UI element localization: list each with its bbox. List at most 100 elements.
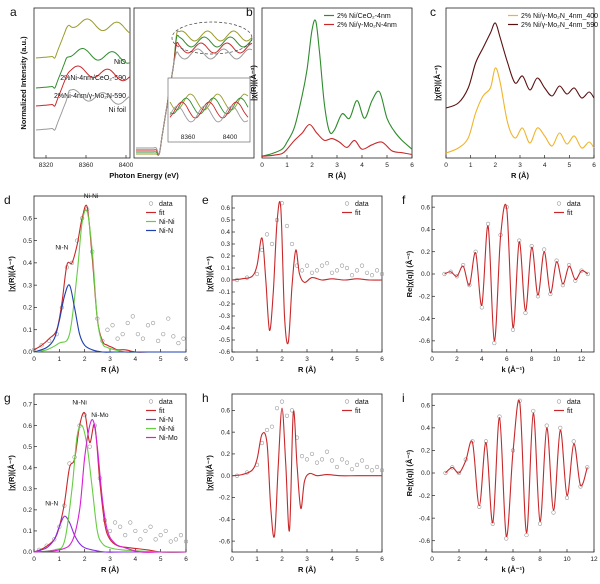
data-point: [309, 451, 315, 457]
legend-entry: 2% Ni/CeO₂-4nm: [337, 13, 391, 20]
data-point: [123, 533, 128, 538]
y-tick-label: 0.3: [23, 282, 32, 289]
legend-entry: fit: [355, 210, 361, 217]
series-line-ni-mo: [33, 419, 186, 553]
data-point: [319, 263, 325, 268]
data-point: [269, 424, 275, 429]
data-point: [450, 465, 455, 470]
x-tick-label: 5: [355, 556, 359, 563]
data-point: [349, 467, 355, 472]
y-tick-label: 0.4: [221, 229, 230, 236]
data-point: [74, 238, 80, 243]
y-tick-label: 0.4: [23, 465, 32, 472]
y-tick-label: -0.4: [219, 517, 231, 524]
x-tick-label: 6: [380, 356, 384, 363]
legend-entry: 2% Ni/γ-Mo₂N_4nm_400: [521, 13, 598, 20]
panel-label: b: [246, 5, 253, 19]
y-tick-label: 0.0: [23, 349, 32, 356]
y-tick-label: -0.4: [419, 316, 431, 323]
y-tick-label: 0.0: [421, 271, 430, 278]
data-point: [259, 440, 265, 446]
x-tick-label: 5: [355, 356, 359, 363]
series-line-2-ni-mo-n-4nm-400: [445, 67, 595, 154]
y-axis-label: |χ(R)|(Å⁻³): [249, 65, 258, 101]
panel-f-frame: [431, 195, 595, 353]
x-tick-label: 2: [280, 356, 284, 363]
peak-annotation: Ni-Ni: [84, 193, 98, 200]
y-tick-label: 0.6: [221, 205, 230, 212]
y-tick-label: -0.6: [219, 349, 231, 356]
series-line-2-ni-ceo-4nm: [261, 19, 413, 157]
y-tick-label: -0.4: [219, 325, 231, 332]
legend-marker: [344, 201, 350, 206]
data-point: [369, 273, 375, 278]
data-point: [299, 454, 305, 459]
x-tick-label: 4: [134, 556, 138, 563]
data-point: [344, 460, 350, 465]
y-tick-label: 0.6: [23, 423, 32, 430]
peak-annotation: Ni-Ni: [72, 400, 86, 407]
legend-entry: fit: [159, 408, 165, 415]
legend-entry: 2% Ni/γ-Mo₂N-4nm: [337, 22, 397, 29]
x-tick-label: 1: [255, 356, 259, 363]
series-line-fit: [231, 201, 383, 345]
data-point: [485, 221, 491, 226]
x-tick-label: 4: [134, 356, 138, 363]
y-axis-label: |χ(R)|(Å⁻³): [205, 256, 214, 292]
data-point: [492, 340, 497, 346]
data-point: [344, 265, 350, 271]
data-point: [148, 524, 153, 529]
data-point: [161, 332, 166, 337]
y-tick-label: 0.6: [221, 408, 230, 415]
data-point: [289, 408, 295, 413]
x-tick-label: 4: [543, 162, 547, 169]
x-tick-label: 3: [305, 556, 309, 563]
y-axis-label: |χ(R)|(Å⁻³): [7, 256, 16, 292]
data-point: [329, 458, 335, 463]
y-tick-label: 0.1: [23, 327, 32, 334]
data-point: [173, 537, 178, 542]
data-point: [181, 336, 186, 341]
series-line-2-ni-mo-n-4nm-590: [445, 22, 595, 109]
y-axis-label: Re|χ(q)| (Å⁻²): [405, 449, 414, 496]
data-point: [324, 261, 330, 266]
data-point: [274, 406, 280, 411]
x-tick-label: 6: [184, 356, 188, 363]
data-point: [523, 310, 528, 316]
data-point: [585, 271, 590, 277]
y-tick-label: 0.2: [221, 253, 230, 260]
data-point: [284, 413, 290, 418]
x-tick-label: 0: [444, 162, 448, 169]
data-point: [140, 336, 146, 341]
curve-label: 2%Ni-4nm/γ-Mo₂N-590: [54, 93, 126, 100]
data-point: [168, 539, 173, 544]
x-tick-label: 0: [32, 356, 36, 363]
series-line-fit: [444, 203, 589, 342]
legend-marker: [556, 399, 562, 404]
data-point: [143, 528, 148, 534]
x-tick-label: 5: [385, 162, 389, 169]
curve-label: Ni foil: [108, 107, 126, 114]
data-point: [349, 273, 355, 278]
x-tick-label: 10: [563, 556, 571, 563]
data-point: [324, 449, 330, 454]
panel-a-right-frame: [133, 7, 255, 159]
edge-curve: [135, 30, 253, 156]
x-tick-label: 0: [430, 356, 434, 363]
y-tick-label: -0.2: [219, 301, 231, 308]
legend-marker: [148, 201, 154, 206]
legend-entry: Ni-Ni: [159, 219, 175, 226]
panel-a-left-frame: [33, 7, 131, 159]
data-point: [524, 532, 529, 538]
curve-label: 2%Ni-4nm/CeO₂-590: [60, 75, 126, 82]
y-tick-label: 0.3: [221, 241, 230, 248]
data-point: [254, 271, 260, 277]
y-tick-label: -0.1: [219, 289, 231, 296]
data-point: [178, 533, 184, 538]
y-tick-label: 0.7: [23, 402, 32, 409]
xanes-curve: [35, 18, 131, 59]
legend-entry: 2% Ni/γ-Mo₂N_4nm_590: [521, 22, 598, 29]
inset-tick-label: 8360: [181, 134, 196, 141]
data-point: [477, 504, 482, 509]
